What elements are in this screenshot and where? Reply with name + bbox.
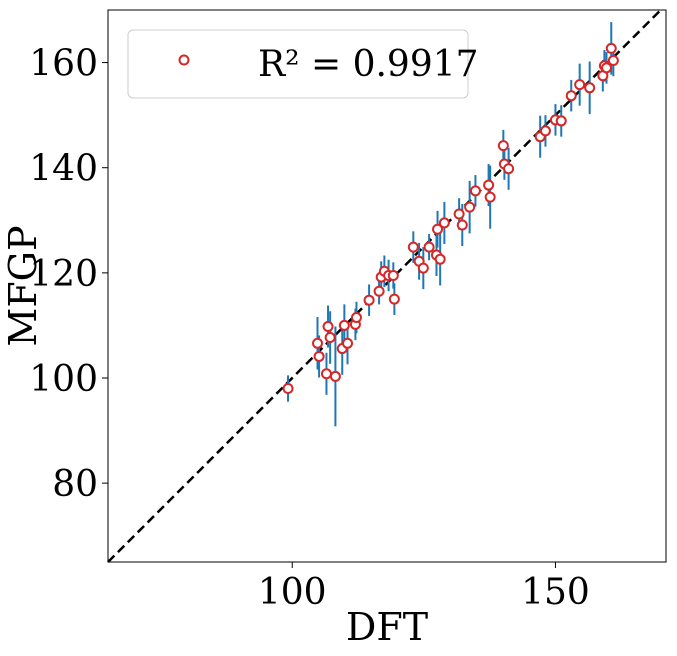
point — [338, 319, 350, 331]
y-tick-label: 140 — [29, 149, 98, 190]
point — [324, 332, 336, 344]
point — [607, 54, 619, 66]
point — [313, 350, 325, 362]
point — [320, 368, 332, 380]
point — [417, 262, 429, 274]
point — [432, 223, 444, 235]
point — [342, 337, 354, 349]
point — [373, 285, 385, 297]
y-tick-label: 160 — [29, 44, 98, 85]
legend-box — [127, 29, 469, 99]
y-axis-label: MFGP — [1, 225, 45, 346]
y-tick-label: 80 — [52, 464, 98, 505]
point — [464, 201, 476, 213]
point — [456, 219, 468, 231]
point — [483, 179, 495, 191]
legend-label: R² = 0.9917 — [258, 44, 479, 85]
point — [329, 370, 341, 382]
y-tick-label: 120 — [29, 254, 98, 295]
plot-frame — [107, 9, 667, 563]
point — [387, 269, 399, 281]
point — [601, 62, 613, 74]
identity-line — [107, 9, 662, 563]
point — [282, 383, 294, 395]
point — [388, 293, 400, 305]
point — [484, 191, 496, 203]
point — [469, 185, 481, 197]
point — [605, 42, 617, 54]
x-tick-label: 100 — [258, 572, 327, 613]
point — [574, 79, 586, 91]
x-tick-label: 150 — [521, 572, 590, 613]
point — [350, 312, 362, 324]
point — [322, 320, 334, 332]
legend-marker — [178, 54, 190, 66]
point — [438, 217, 450, 229]
point — [503, 163, 515, 175]
x-axis-label: DFT — [346, 605, 428, 649]
point — [584, 82, 596, 94]
point — [555, 115, 567, 127]
point — [407, 241, 419, 253]
point — [539, 125, 551, 137]
point — [453, 208, 465, 220]
point — [423, 241, 435, 253]
y-tick-label: 100 — [29, 359, 98, 400]
point — [565, 90, 577, 102]
point — [312, 337, 324, 349]
point — [434, 253, 446, 265]
point — [497, 140, 509, 152]
point — [363, 294, 375, 306]
